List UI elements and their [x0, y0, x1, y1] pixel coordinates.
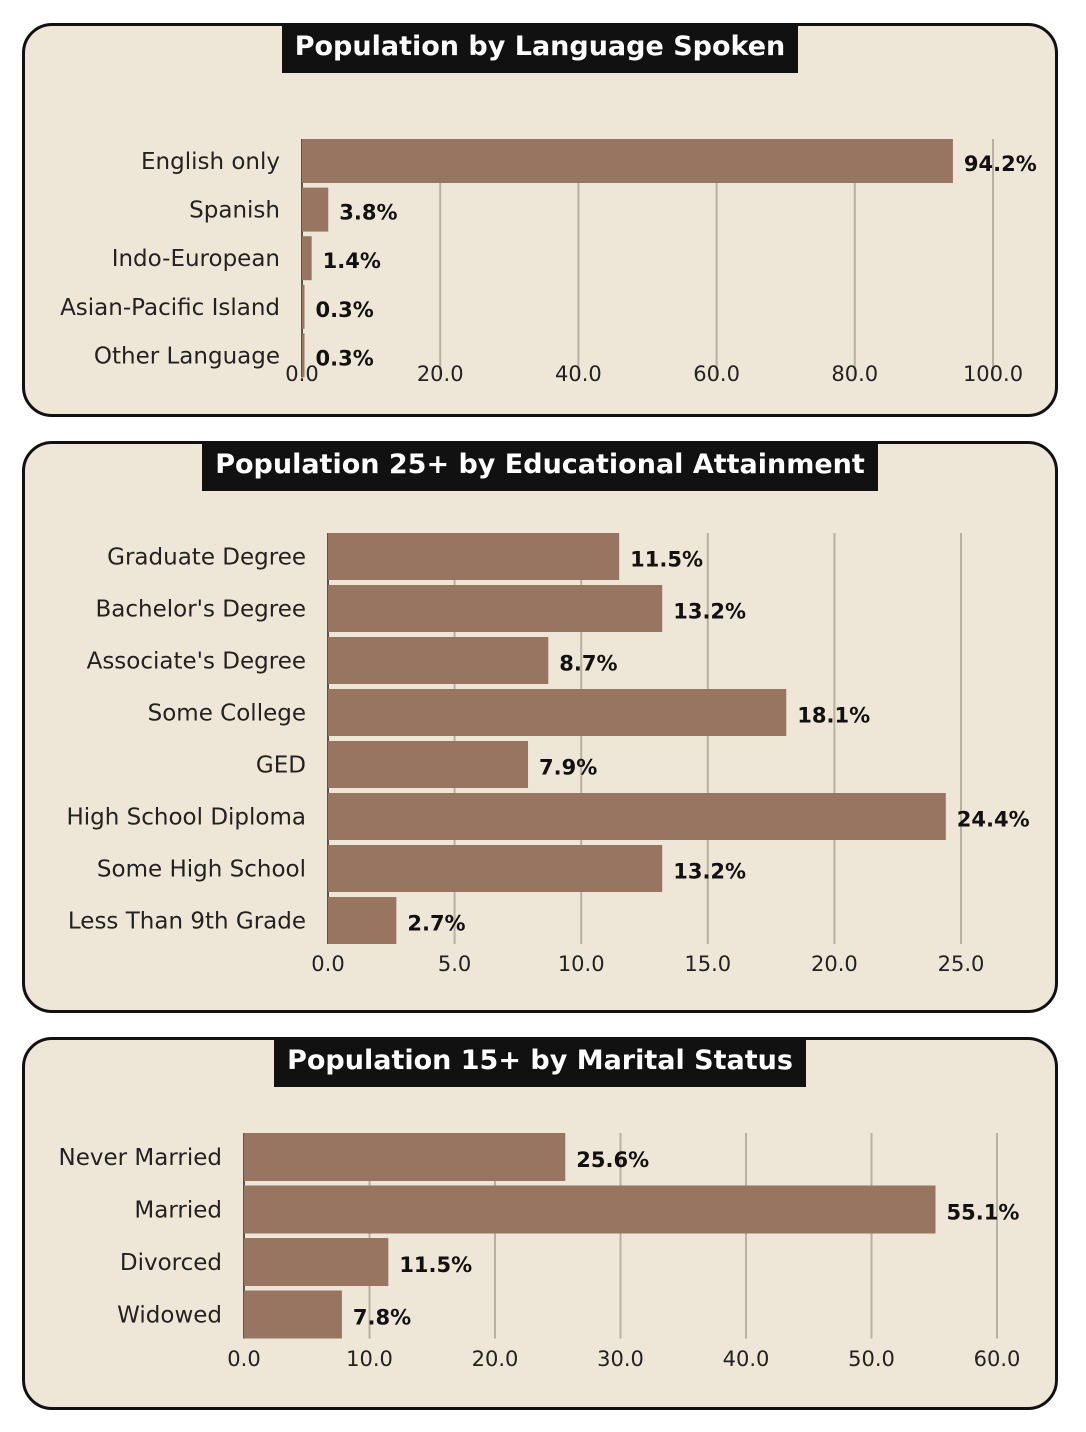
- value-label: 2.7%: [407, 912, 465, 936]
- category-label: Never Married: [59, 1145, 222, 1171]
- bar: [328, 845, 663, 892]
- x-tick-label: 40.0: [555, 362, 602, 386]
- value-label: 55.1%: [947, 1201, 1020, 1225]
- category-label: Widowed: [117, 1303, 222, 1329]
- bar: [328, 793, 946, 840]
- category-label: Some High School: [97, 857, 306, 883]
- category-label: Less Than 9th Grade: [68, 909, 306, 935]
- x-tick-label: 30.0: [597, 1347, 644, 1371]
- bar: [328, 897, 397, 944]
- category-label: Spanish: [189, 198, 280, 224]
- bar: [302, 139, 953, 183]
- value-label: 13.2%: [673, 600, 746, 624]
- category-label: GED: [256, 753, 306, 779]
- value-label: 18.1%: [797, 704, 870, 728]
- bar: [328, 741, 529, 788]
- bar: [302, 187, 329, 232]
- x-tick-label: 0.0: [227, 1347, 260, 1371]
- value-label: 1.4%: [323, 249, 381, 273]
- x-tick-label: 15.0: [684, 952, 731, 976]
- category-label: Graduate Degree: [107, 545, 306, 571]
- category-label: High School Diploma: [66, 805, 306, 831]
- value-label: 3.8%: [339, 201, 397, 225]
- marital-chart-panel: Population 15+ by Marital Status 0.0 10.0…: [22, 1037, 1058, 1410]
- bar: [328, 533, 620, 580]
- value-label: 8.7%: [559, 652, 617, 676]
- chart-title: Population 15+ by Marital Status: [274, 1037, 806, 1087]
- category-label: Divorced: [120, 1250, 222, 1276]
- language-chart-panel: Population by Language Spoken 0.020.040.…: [22, 23, 1058, 417]
- x-tick-label: 0.0: [311, 952, 344, 976]
- value-label: 11.5%: [399, 1253, 472, 1277]
- bar: [328, 689, 787, 736]
- value-label: 0.3%: [316, 346, 374, 370]
- category-label: Bachelor's Degree: [96, 597, 307, 623]
- category-label: Married: [134, 1198, 222, 1224]
- category-label: Asian-Pacific Island: [60, 295, 280, 321]
- bar: [244, 1290, 342, 1339]
- education-chart-panel: Population 25+ by Educational Attainment…: [22, 441, 1058, 1013]
- x-tick-label: 25.0: [938, 952, 985, 976]
- value-label: 7.9%: [539, 756, 597, 780]
- x-tick-label: 10.0: [558, 952, 605, 976]
- x-tick-label: 60.0: [974, 1347, 1021, 1371]
- category-label: Associate's Degree: [87, 649, 306, 675]
- value-label: 24.4%: [957, 808, 1030, 832]
- category-label: English only: [141, 149, 280, 175]
- bar: [244, 1238, 389, 1286]
- bar: [302, 333, 305, 378]
- x-tick-label: 40.0: [723, 1347, 770, 1371]
- bar: [244, 1185, 936, 1234]
- chart-title: Population 25+ by Educational Attainment: [202, 441, 878, 491]
- x-tick-label: 80.0: [831, 362, 878, 386]
- value-label: 94.2%: [964, 152, 1037, 176]
- x-tick-label: 20.0: [472, 1347, 519, 1371]
- x-tick-label: 10.0: [346, 1347, 393, 1371]
- bar: [302, 284, 305, 329]
- bar: [244, 1133, 566, 1181]
- x-tick-label: 5.0: [438, 952, 471, 976]
- marital-bar-chart: 0.0 10.0 20.0 30.0 40.0 50.0 60.0 Never Married…: [59, 1133, 1021, 1371]
- value-label: 11.5%: [630, 548, 703, 572]
- chart-title: Population by Language Spoken: [281, 23, 799, 73]
- x-tick-label: 100.0: [963, 362, 1023, 386]
- bar: [328, 637, 549, 684]
- value-label: 25.6%: [576, 1148, 649, 1172]
- category-label: Some College: [148, 701, 306, 727]
- value-label: 7.8%: [353, 1306, 411, 1330]
- value-label: 13.2%: [673, 860, 746, 884]
- bar: [302, 236, 312, 281]
- category-label: Indo-European: [112, 246, 280, 272]
- x-tick-label: 60.0: [693, 362, 740, 386]
- value-label: 0.3%: [316, 298, 374, 322]
- x-tick-label: 20.0: [811, 952, 858, 976]
- x-tick-label: 20.0: [417, 362, 464, 386]
- x-tick-label: 50.0: [848, 1347, 895, 1371]
- bar: [328, 585, 663, 632]
- education-bar-chart: 0.0 5.0 10.0 15.0 20.0 25.0 Graduate Degree 11.…: [66, 533, 1030, 976]
- category-label: Other Language: [94, 343, 280, 369]
